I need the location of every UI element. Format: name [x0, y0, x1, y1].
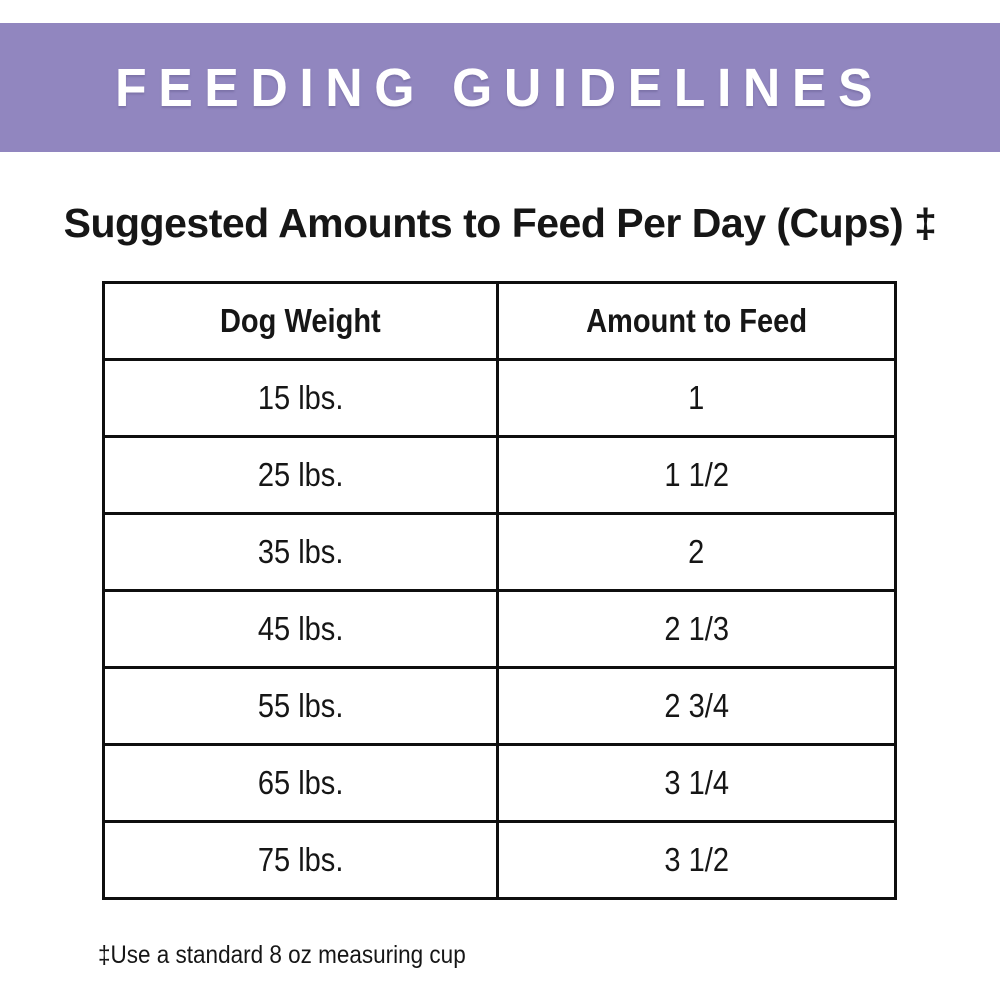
amount-to-feed-value: 3 1/4	[663, 764, 729, 801]
amount-to-feed-value: 2	[688, 533, 705, 570]
table-row: 65 lbs. 3 1/4	[102, 743, 898, 823]
footnote: ‡Use a standard 8 oz measuring cup	[98, 941, 466, 969]
dog-weight-cell: 35 lbs.	[102, 512, 499, 592]
table-row: 25 lbs. 1 1/2	[102, 435, 898, 515]
col-header-amount-to-feed: Amount to Feed	[495, 281, 898, 361]
banner-title: FEEDING GUIDELINES	[115, 57, 885, 118]
table-row: 75 lbs. 3 1/2	[102, 820, 898, 900]
dog-weight-cell: 55 lbs.	[102, 666, 499, 746]
dog-weight-value: 65 lbs.	[257, 764, 344, 801]
amount-to-feed-value: 2 3/4	[663, 687, 729, 724]
dog-weight-cell: 25 lbs.	[102, 435, 499, 515]
amount-to-feed-value: 1	[688, 379, 705, 416]
dog-weight-cell: 15 lbs.	[102, 358, 499, 438]
dog-weight-value: 75 lbs.	[257, 841, 344, 878]
dog-weight-value: 55 lbs.	[257, 687, 344, 724]
amount-to-feed-cell: 2	[495, 512, 898, 592]
dog-weight-cell: 75 lbs.	[102, 820, 499, 900]
col-header-amount-to-feed-label: Amount to Feed	[585, 302, 807, 339]
banner: FEEDING GUIDELINES	[0, 23, 1000, 152]
amount-to-feed-cell: 3 1/4	[495, 743, 898, 823]
col-header-dog-weight: Dog Weight	[102, 281, 499, 361]
dog-weight-value: 15 lbs.	[257, 379, 344, 416]
amount-to-feed-cell: 2 3/4	[495, 666, 898, 746]
table-row: 15 lbs. 1	[102, 358, 898, 438]
table-row: 35 lbs. 2	[102, 512, 898, 592]
dog-weight-cell: 45 lbs.	[102, 589, 499, 669]
amount-to-feed-cell: 1 1/2	[495, 435, 898, 515]
page-title: Suggested Amounts to Feed Per Day (Cups)…	[63, 200, 937, 246]
amount-to-feed-cell: 2 1/3	[495, 589, 898, 669]
dog-weight-cell: 65 lbs.	[102, 743, 499, 823]
dog-weight-value: 35 lbs.	[257, 533, 344, 570]
table-row: 45 lbs. 2 1/3	[102, 589, 898, 669]
dog-weight-value: 25 lbs.	[257, 456, 344, 493]
amount-to-feed-value: 2 1/3	[663, 610, 729, 647]
amount-to-feed-cell: 3 1/2	[495, 820, 898, 900]
table-row: 55 lbs. 2 3/4	[102, 666, 898, 746]
table-header-row: Dog Weight Amount to Feed	[102, 281, 898, 361]
amount-to-feed-cell: 1	[495, 358, 898, 438]
col-header-dog-weight-label: Dog Weight	[219, 302, 381, 339]
amount-to-feed-value: 1 1/2	[663, 456, 729, 493]
amount-to-feed-value: 3 1/2	[663, 841, 729, 878]
feeding-table: Dog Weight Amount to Feed 15 lbs. 1 25 lbs…	[102, 281, 898, 900]
dog-weight-value: 45 lbs.	[257, 610, 344, 647]
